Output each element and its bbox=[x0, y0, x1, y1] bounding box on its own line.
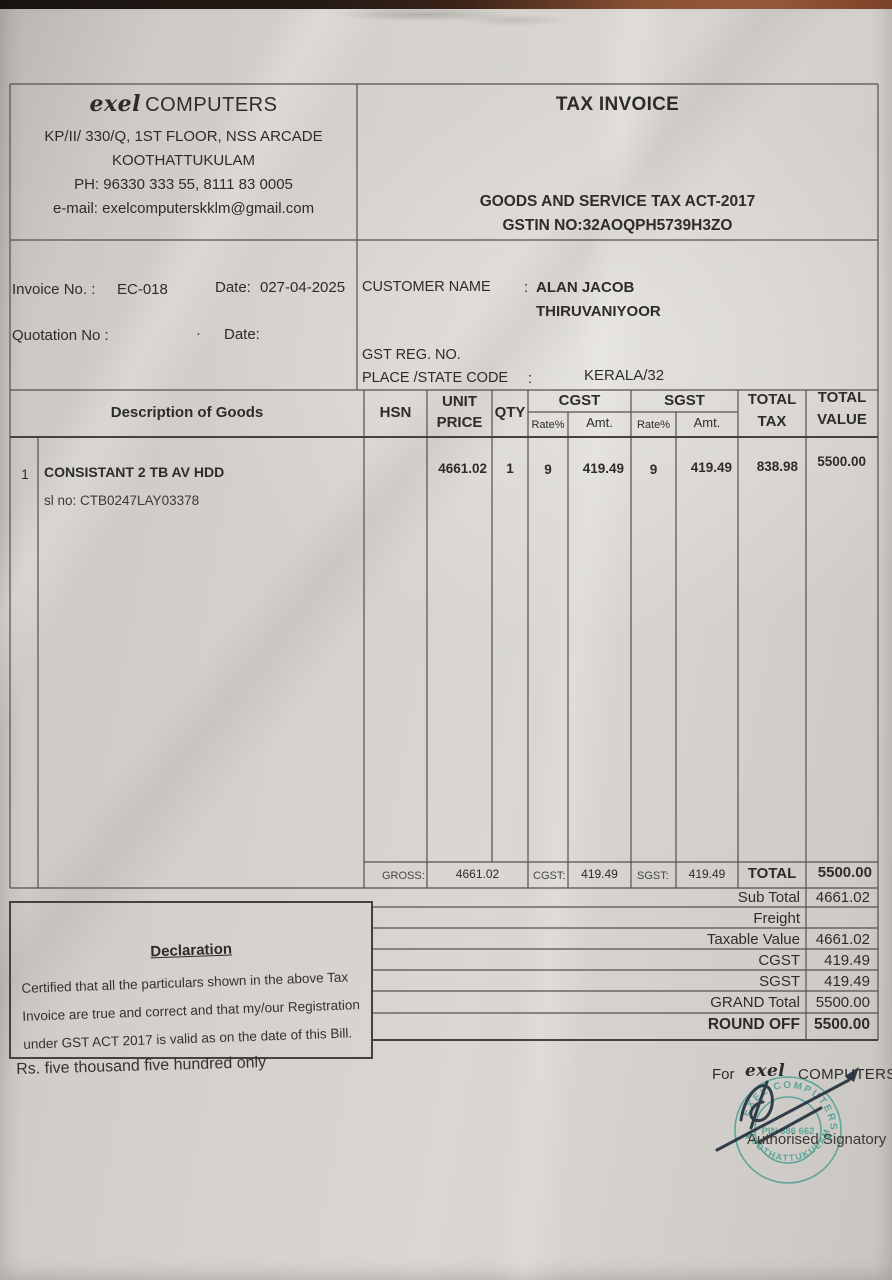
invoice-date-value: 027-04-2025 bbox=[260, 279, 346, 296]
item-sgst-amt: 419.49 bbox=[690, 460, 732, 475]
quotation-dot: · bbox=[196, 325, 201, 342]
invoice-date-label: Date: bbox=[215, 279, 251, 296]
seller-brand: exel COMPUTERS bbox=[10, 91, 357, 117]
authorised-signatory-label: Authorised Signatory bbox=[747, 1131, 887, 1148]
customer-gst-label: GST REG. NO. bbox=[362, 347, 461, 363]
place-state-colon: : bbox=[528, 370, 533, 387]
col-price: PRICE bbox=[436, 414, 483, 431]
summary-label-sgst: SGST bbox=[759, 973, 800, 990]
stamp-middle-text: PIN 686 662 bbox=[762, 1126, 815, 1137]
col-total-value-1: TOTAL bbox=[817, 389, 867, 406]
gross-sgst-label: SGST: bbox=[637, 870, 669, 882]
summary-label-grand-total: GRAND Total bbox=[710, 994, 800, 1011]
customer-name-label: CUSTOMER NAME bbox=[362, 279, 491, 295]
gross-value: 4661.02 bbox=[455, 867, 500, 881]
seller-address-line2: KOOTHATTUKULAM bbox=[111, 152, 256, 169]
col-unit: UNIT bbox=[442, 393, 477, 410]
summary-value-grand-total: 5500.00 bbox=[815, 994, 870, 1011]
summary-label-freight: Freight bbox=[753, 910, 800, 927]
place-state-value: KERALA/32 bbox=[584, 367, 665, 384]
col-hsn: HSN bbox=[379, 404, 412, 421]
item-unit-price: 4661.02 bbox=[438, 461, 487, 476]
col-sgst-rate: Rate% bbox=[636, 419, 671, 431]
stamp-star-right-icon: ★ bbox=[826, 1132, 834, 1141]
col-total-tax-2: TAX bbox=[757, 413, 787, 430]
summary-label-round-off: ROUND OFF bbox=[707, 1016, 800, 1033]
summary-value-round-off: 5500.00 bbox=[813, 1016, 870, 1033]
col-total-value-2: VALUE bbox=[817, 411, 867, 428]
signature-brand-rest: COMPUTERS bbox=[798, 1066, 892, 1083]
signature-for-label: For bbox=[712, 1066, 735, 1083]
item-total-value: 5500.00 bbox=[817, 454, 866, 469]
quotation-date-label: Date: bbox=[224, 326, 260, 343]
gross-sgst-value: 419.49 bbox=[688, 867, 726, 881]
summary-label-cgst: CGST bbox=[758, 952, 800, 969]
item-sgst-rate: 9 bbox=[649, 462, 658, 477]
stamp-star-left-icon: ★ bbox=[744, 1132, 752, 1141]
place-state-label: PLACE /STATE CODE bbox=[362, 370, 509, 386]
summary-label-taxable: Taxable Value bbox=[706, 931, 800, 948]
signature-brand-script: exel bbox=[745, 1061, 786, 1081]
customer-name: ALAN JACOB bbox=[536, 279, 635, 296]
summary-label-subtotal: Sub Total bbox=[737, 889, 800, 906]
item-total-tax: 838.98 bbox=[756, 459, 798, 474]
summary-value-sgst: 419.49 bbox=[824, 973, 870, 990]
customer-colon: : bbox=[524, 279, 529, 296]
col-sgst: SGST bbox=[664, 392, 705, 409]
seller-phone: PH: 96330 333 55, 8111 83 0005 bbox=[74, 176, 293, 193]
invoice-no-label: Invoice No. : bbox=[12, 281, 96, 298]
gross-cgst-value: 419.49 bbox=[581, 867, 618, 881]
item-description: CONSISTANT 2 TB AV HDD bbox=[44, 464, 225, 480]
item-number: 1 bbox=[21, 467, 29, 482]
col-sgst-amt: Amt. bbox=[693, 415, 721, 430]
col-cgst-amt: Amt. bbox=[586, 415, 613, 430]
col-qty: QTY bbox=[494, 404, 526, 421]
invoice-no-value: EC-018 bbox=[117, 281, 168, 298]
summary-value-taxable: 4661.02 bbox=[815, 931, 870, 948]
item-qty: 1 bbox=[506, 461, 514, 476]
col-cgst: CGST bbox=[558, 392, 601, 409]
seller-brand-rest: COMPUTERS bbox=[145, 94, 278, 116]
quotation-no-label: Quotation No : bbox=[12, 327, 109, 344]
seller-email: e-mail: exelcomputerskklm@gmail.com bbox=[52, 200, 315, 217]
doc-title: TAX INVOICE bbox=[555, 94, 680, 115]
gross-cgst-label: CGST: bbox=[533, 870, 566, 882]
customer-city: THIRUVANIYOOR bbox=[536, 303, 661, 320]
scanner-edge bbox=[0, 0, 892, 9]
handwritten-signature bbox=[715, 1067, 859, 1152]
gross-label: GROSS: bbox=[382, 870, 425, 882]
item-serial: sl no: CTB0247LAY03378 bbox=[44, 493, 200, 508]
item-cgst-rate: 9 bbox=[544, 462, 552, 477]
seller-brand-script: exel bbox=[89, 91, 141, 117]
col-description: Description of Goods bbox=[110, 404, 264, 421]
doc-act: GOODS AND SERVICE TAX ACT-2017 bbox=[479, 193, 756, 210]
item-cgst-amt: 419.49 bbox=[582, 461, 624, 476]
total-label: TOTAL bbox=[747, 865, 797, 882]
doc-gstin: GSTIN NO:32AOQPH5739H3ZO bbox=[502, 217, 733, 234]
seller-address-line1: KP/II/ 330/Q, 1ST FLOOR, NSS ARCADE bbox=[44, 128, 323, 145]
col-total-tax-1: TOTAL bbox=[747, 391, 797, 408]
col-cgst-rate: Rate% bbox=[531, 419, 565, 431]
summary-value-cgst: 419.49 bbox=[824, 952, 870, 969]
total-value: 5500.00 bbox=[817, 864, 872, 881]
summary-value-subtotal: 4661.02 bbox=[815, 889, 870, 906]
